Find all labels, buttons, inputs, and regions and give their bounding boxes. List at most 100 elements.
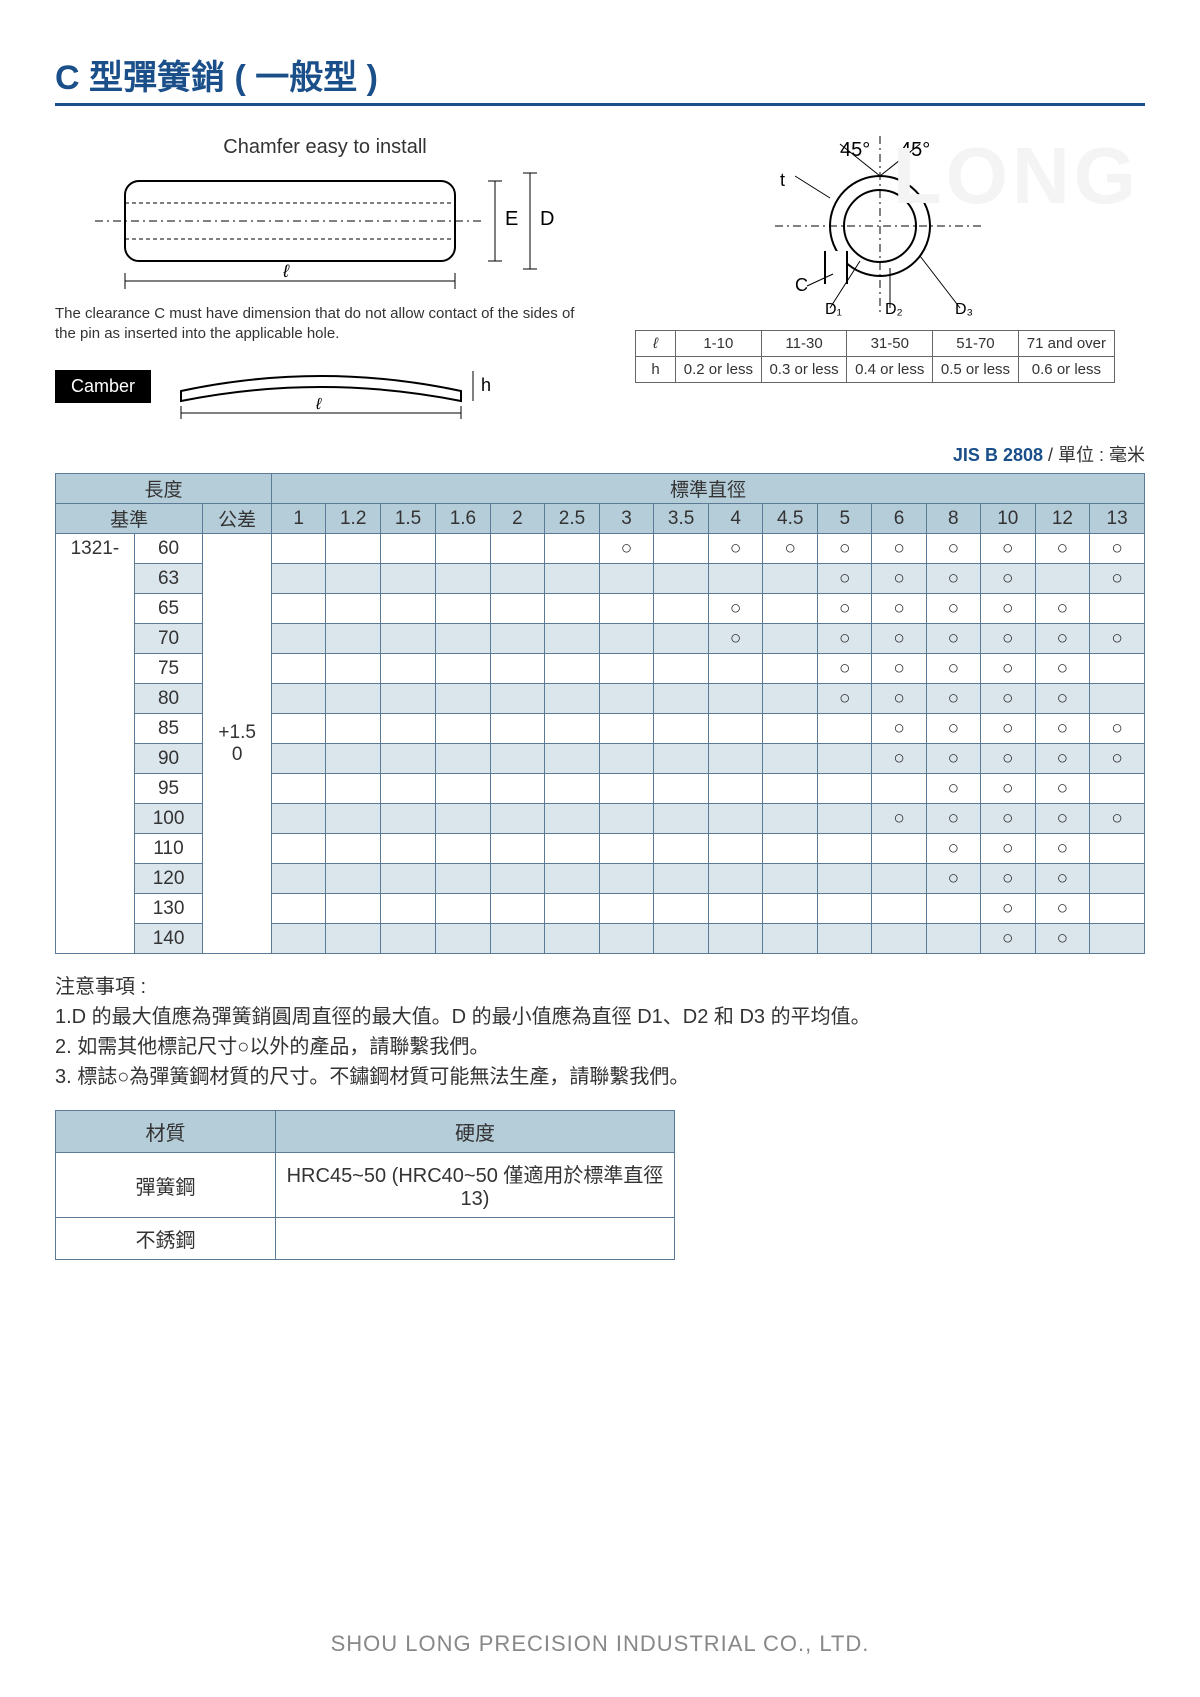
mark-cell <box>272 864 326 894</box>
mark-cell <box>654 534 709 564</box>
mark-cell <box>709 924 763 954</box>
mat-r1c1: 彈簧鋼 <box>56 1153 276 1218</box>
mark-cell <box>654 564 709 594</box>
mat-r2c2 <box>276 1218 675 1260</box>
length-cell: 85 <box>134 714 203 744</box>
mark-cell <box>818 744 872 774</box>
notes-heading: 注意事項 : <box>55 972 1145 1002</box>
main-spec-table: 長度 標準直徑 基準 公差 11.21.51.622.533.544.55681… <box>55 473 1145 954</box>
mark-cell <box>709 804 763 834</box>
camber-diagram: ℓ h <box>161 351 501 421</box>
tol-row2-label: h <box>636 357 676 383</box>
mark-cell <box>763 924 818 954</box>
mark-cell <box>763 804 818 834</box>
mark-cell: ○ <box>1035 924 1090 954</box>
mark-cell: ○ <box>926 804 980 834</box>
mark-cell: ○ <box>818 564 872 594</box>
mark-cell <box>1090 654 1145 684</box>
mark-cell: ○ <box>818 624 872 654</box>
length-cell: 63 <box>134 564 203 594</box>
mark-cell <box>490 744 544 774</box>
mark-cell <box>545 594 600 624</box>
mark-cell <box>435 774 490 804</box>
mark-cell <box>435 714 490 744</box>
mark-cell <box>545 924 600 954</box>
mark-cell <box>654 834 709 864</box>
tol-v4: 0.6 or less <box>1018 357 1114 383</box>
length-cell: 70 <box>134 624 203 654</box>
mark-cell: ○ <box>1090 714 1145 744</box>
mark-cell <box>272 774 326 804</box>
mark-cell <box>818 894 872 924</box>
mark-cell: ○ <box>980 624 1035 654</box>
tol-v3: 0.5 or less <box>933 357 1019 383</box>
mark-cell: ○ <box>980 744 1035 774</box>
diameter-col: 1.2 <box>326 504 381 534</box>
mark-cell <box>326 564 381 594</box>
mark-cell: ○ <box>763 534 818 564</box>
tolerance-small-table: ℓ 1-10 11-30 31-50 51-70 71 and over h 0… <box>635 330 1115 383</box>
mark-cell <box>654 684 709 714</box>
mark-cell: ○ <box>980 534 1035 564</box>
mark-cell <box>654 744 709 774</box>
tol-c2: 31-50 <box>847 331 933 357</box>
mark-cell: ○ <box>980 894 1035 924</box>
mark-cell <box>381 864 436 894</box>
mark-cell <box>872 864 926 894</box>
mark-cell <box>654 624 709 654</box>
mark-cell <box>545 864 600 894</box>
mark-cell <box>381 594 436 624</box>
mark-cell <box>1090 594 1145 624</box>
mark-cell <box>763 894 818 924</box>
mark-cell <box>326 864 381 894</box>
mark-cell <box>326 744 381 774</box>
mark-cell: ○ <box>709 624 763 654</box>
mark-cell <box>709 744 763 774</box>
mark-cell <box>763 714 818 744</box>
mark-cell: ○ <box>818 534 872 564</box>
mark-cell <box>709 564 763 594</box>
mark-cell: ○ <box>872 684 926 714</box>
mark-cell <box>599 594 653 624</box>
mark-cell <box>654 594 709 624</box>
table-row: 1321-60+1.5 0○○○○○○○○○ <box>56 534 1145 564</box>
mark-cell: ○ <box>1035 774 1090 804</box>
mark-cell <box>545 684 600 714</box>
mark-cell: ○ <box>980 864 1035 894</box>
diagram-left: Chamfer easy to install E D ℓ The cleara… <box>55 136 595 421</box>
mark-cell: ○ <box>818 684 872 714</box>
diameter-col: 4.5 <box>763 504 818 534</box>
length-cell: 90 <box>134 744 203 774</box>
mark-cell <box>272 894 326 924</box>
mark-cell <box>272 594 326 624</box>
mark-cell <box>654 864 709 894</box>
jis-standard: JIS B 2808 <box>953 445 1043 465</box>
mark-cell <box>381 744 436 774</box>
mark-cell <box>599 654 653 684</box>
mark-cell <box>381 714 436 744</box>
mark-cell: ○ <box>872 744 926 774</box>
mark-cell: ○ <box>926 684 980 714</box>
mark-cell <box>381 774 436 804</box>
diameter-col: 6 <box>872 504 926 534</box>
mark-cell <box>763 864 818 894</box>
mark-cell: ○ <box>1035 744 1090 774</box>
mark-cell <box>599 774 653 804</box>
mark-cell: ○ <box>980 804 1035 834</box>
diameter-col: 5 <box>818 504 872 534</box>
tol-v2: 0.4 or less <box>847 357 933 383</box>
mark-cell <box>545 564 600 594</box>
mark-cell <box>326 834 381 864</box>
mark-cell <box>818 714 872 744</box>
mark-cell <box>272 534 326 564</box>
mark-cell <box>818 774 872 804</box>
mark-cell <box>326 534 381 564</box>
diameter-col: 13 <box>1090 504 1145 534</box>
mark-cell: ○ <box>1035 834 1090 864</box>
diameter-col: 8 <box>926 504 980 534</box>
diameter-header: 標準直徑 <box>272 474 1145 504</box>
length-cell: 65 <box>134 594 203 624</box>
mat-r2c1: 不銹鋼 <box>56 1218 276 1260</box>
mark-cell <box>872 894 926 924</box>
mark-cell <box>763 834 818 864</box>
